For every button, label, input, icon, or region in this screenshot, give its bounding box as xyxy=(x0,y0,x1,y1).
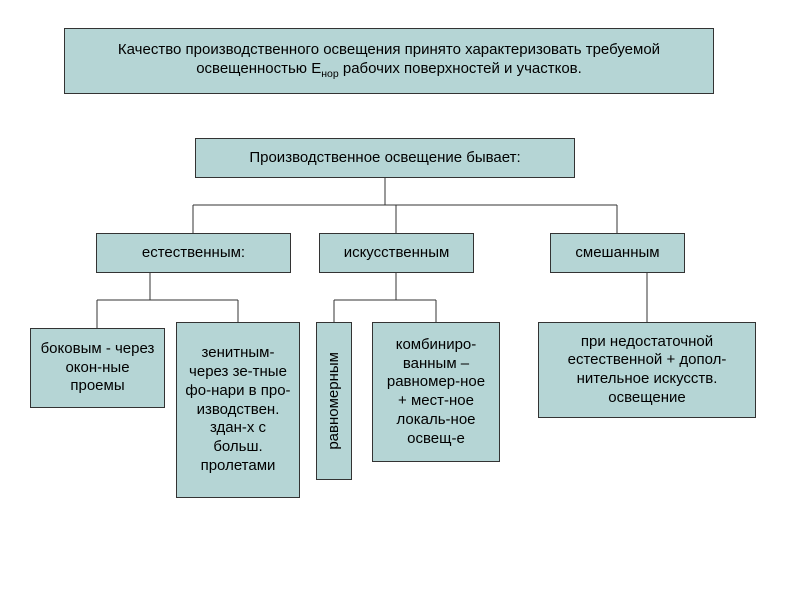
leaf-natural-zenith-text: зенитным- через зе-тные фо-нари в про-из… xyxy=(185,344,291,475)
definition-box: Качество производственного освещения при… xyxy=(64,28,714,94)
definition-text: Качество производственного освещения при… xyxy=(73,41,705,81)
root-box: Производственное освещение бывает: xyxy=(195,138,575,178)
category-mixed-label: смешанным xyxy=(575,244,659,263)
leaf-artificial-combined: комбиниро-ванным – равномер-ное + мест-н… xyxy=(372,322,500,462)
category-artificial: искусственным xyxy=(319,233,474,273)
leaf-artificial-uniform-text: равномерным xyxy=(325,352,344,450)
leaf-artificial-uniform: равномерным xyxy=(316,322,352,480)
leaf-mixed-text: при недостаточной естественной + допол-н… xyxy=(547,333,747,408)
leaf-artificial-combined-text: комбиниро-ванным – равномер-ное + мест-н… xyxy=(381,336,491,449)
leaf-natural-side-text: боковым - через окон-ные проемы xyxy=(39,340,156,396)
root-text: Производственное освещение бывает: xyxy=(249,149,520,168)
category-artificial-label: искусственным xyxy=(344,244,450,263)
category-natural-label: естественным: xyxy=(142,244,245,263)
category-mixed: смешанным xyxy=(550,233,685,273)
leaf-natural-zenith: зенитным- через зе-тные фо-нари в про-из… xyxy=(176,322,300,498)
category-natural: естественным: xyxy=(96,233,291,273)
leaf-mixed: при недостаточной естественной + допол-н… xyxy=(538,322,756,418)
leaf-natural-side: боковым - через окон-ные проемы xyxy=(30,328,165,408)
